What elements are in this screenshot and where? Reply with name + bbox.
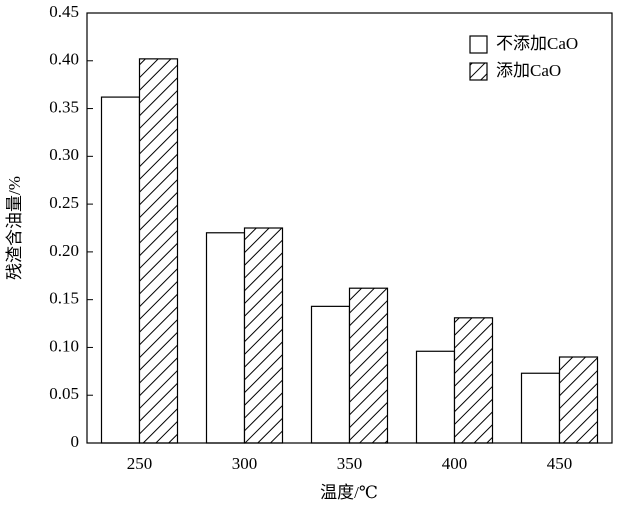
y-tick-label: 0.05 (49, 384, 79, 403)
x-tick-label: 450 (547, 454, 573, 473)
x-axis-label: 温度/℃ (320, 483, 378, 502)
y-tick-label: 0 (71, 432, 80, 451)
bar (453, 317, 494, 444)
y-tick-label: 0.10 (49, 336, 79, 355)
bar (348, 287, 389, 444)
x-tick-label: 250 (127, 454, 153, 473)
y-tick-label: 0.15 (49, 289, 79, 308)
y-axis-label: 残渣含油量/% (5, 176, 24, 280)
y-tick-label: 0.40 (49, 50, 79, 69)
x-tick-label: 400 (442, 454, 468, 473)
y-tick-label: 0.25 (49, 193, 79, 212)
plot-frame (86, 12, 613, 444)
legend-label: 添加CaO (496, 61, 561, 80)
y-tick-label: 0.35 (49, 97, 79, 116)
legend-swatch (469, 35, 488, 54)
x-tick-label: 350 (337, 454, 363, 473)
y-tick-label: 0.30 (49, 145, 79, 164)
legend-swatch (469, 62, 488, 81)
bar (415, 350, 456, 444)
bar (243, 227, 284, 444)
bar (205, 232, 246, 444)
bar (310, 305, 351, 444)
x-tick-label: 300 (232, 454, 258, 473)
legend-label: 不添加CaO (496, 34, 578, 53)
bar (558, 356, 599, 444)
bar (100, 96, 141, 444)
bar (520, 372, 561, 444)
bar (138, 58, 179, 444)
y-tick-label: 0.20 (49, 241, 79, 260)
y-tick-label: 0.45 (49, 2, 79, 21)
